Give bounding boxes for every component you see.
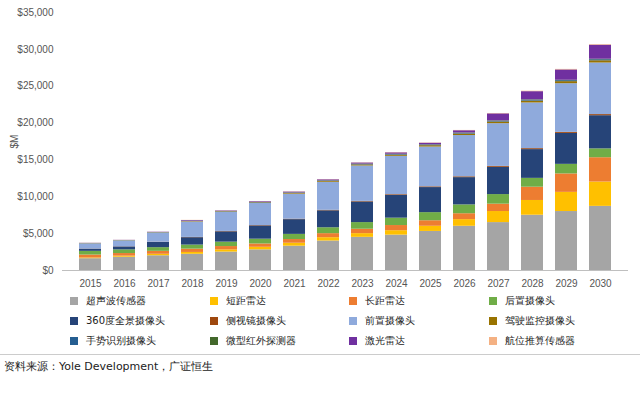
html-text:资料来源：Yole Development，广证恒生: 资料来源：Yole Development，广证恒生	[4, 360, 214, 373]
html-text:超声波传感器: 超声波传感器	[86, 295, 146, 306]
html-text:微型红外探测器: 微型红外探测器	[225, 335, 296, 346]
html-text:侧视镜摄像头: 侧视镜摄像头	[225, 315, 286, 326]
svg-text:2017: 2017	[147, 278, 170, 289]
html-text:长距雷达: 长距雷达	[365, 295, 405, 306]
svg-text:2022: 2022	[317, 278, 340, 289]
html-text:360度全景摄像头: 360度全景摄像头	[86, 315, 166, 326]
svg-text:2027: 2027	[487, 278, 510, 289]
svg-text:2023: 2023	[351, 278, 374, 289]
svg-text:2019: 2019	[215, 278, 238, 289]
svg-text:$10,000: $10,000	[17, 191, 54, 202]
svg-text:$25,000: $25,000	[17, 80, 54, 91]
svg-text:2028: 2028	[521, 278, 544, 289]
svg-text:2015: 2015	[79, 278, 102, 289]
svg-text:$0: $0	[42, 265, 54, 276]
html-text:驾驶监控摄像头: 驾驶监控摄像头	[504, 315, 575, 326]
svg-text:2026: 2026	[453, 278, 476, 289]
html-text:后置摄像头: 后置摄像头	[504, 295, 555, 306]
svg-text:2018: 2018	[181, 278, 204, 289]
svg-text:$30,000: $30,000	[17, 44, 54, 55]
html-text:手势识别摄像头: 手势识别摄像头	[86, 335, 156, 346]
svg-text:2020: 2020	[249, 278, 272, 289]
svg-text:2024: 2024	[385, 278, 408, 289]
svg-text:2025: 2025	[419, 278, 442, 289]
svg-text:$5,000: $5,000	[23, 228, 54, 239]
svg-text:$15,000: $15,000	[17, 154, 54, 165]
svg-text:2030: 2030	[589, 278, 612, 289]
svg-text:2029: 2029	[555, 278, 578, 289]
svg-text:2016: 2016	[113, 278, 136, 289]
html-text:激光雷达: 激光雷达	[365, 335, 405, 346]
svg-text:2021: 2021	[283, 278, 306, 289]
html-text:前置摄像头: 前置摄像头	[365, 315, 415, 326]
html-text:航位推算传感器: 航位推算传感器	[504, 335, 575, 346]
svg-text:$20,000: $20,000	[17, 117, 54, 128]
svg-text:$35,000: $35,000	[17, 7, 54, 18]
svg-text:$M: $M	[9, 135, 20, 149]
html-text:短距雷达: 短距雷达	[225, 295, 266, 306]
